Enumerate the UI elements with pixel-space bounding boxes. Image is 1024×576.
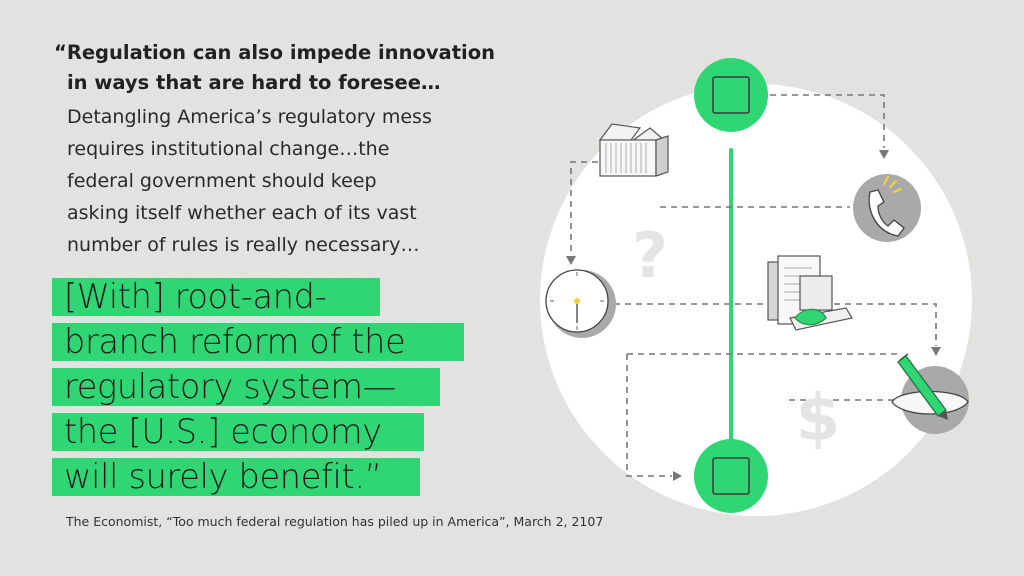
quote-body-line: federal government should keep [67,170,377,192]
quote-body-line: Detangling America’s regulatory mess [67,106,432,128]
highlighted-quote-line: the [U.S.] economy [52,409,522,454]
highlight-bar [52,368,440,406]
pen-icon [891,353,969,434]
question-mark-icon: ? [632,219,668,292]
end-node-icon [694,439,768,513]
connector-arrowheads [566,150,941,481]
dollar-sign-icon: $ [796,382,841,456]
quote-lead-line-2: in ways that are hard to foresee… [67,71,441,94]
quote-body: Detangling America’s regulatory mess req… [67,101,547,261]
gift-box-icon [598,123,669,177]
quote-lead: “Regulation can also impede innovation i… [54,38,554,98]
regulation-flow-illustration: ? $ [540,58,972,516]
dashed-connectors [570,94,937,477]
highlighted-quote: [With] root-and- branch reform of the re… [52,274,522,499]
highlight-bar [52,413,424,451]
documents-icon [767,255,853,331]
phone-icon [853,174,921,242]
start-node-icon [694,58,768,132]
citation: The Economist, “Too much federal regulat… [66,514,604,529]
highlight-bar [52,278,380,316]
quote-body-line: requires institutional change…the [67,138,390,160]
highlighted-quote-line: branch reform of the [52,319,522,364]
highlight-bar [52,323,464,361]
highlight-bar [52,458,420,496]
highlighted-quote-line: regulatory system— [52,364,522,409]
highlighted-quote-line: [With] root-and- [52,274,380,319]
quote-lead-line-1: “Regulation can also impede innovation [54,41,495,64]
quote-body-line: number of rules is really necessary… [67,234,420,256]
highlighted-quote-line: will surely benefit.” [52,454,522,499]
quote-body-line: asking itself whether each of its vast [67,202,417,224]
clock-icon [545,269,616,338]
